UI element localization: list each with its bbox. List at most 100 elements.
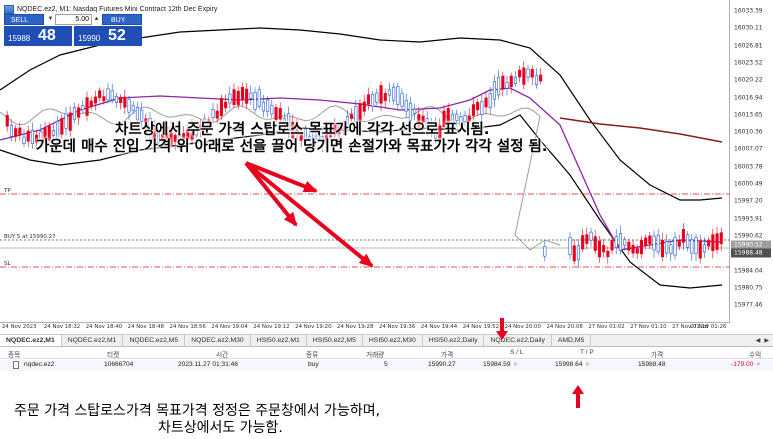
candle-body [434,123,438,139]
candle-body [161,133,165,144]
price-axis-label: 15990.62 [734,232,763,240]
candle-body [694,237,698,254]
col-header-ticket[interactable]: 티켓 [107,352,120,359]
time-axis[interactable]: 24 Nov 2023 24 Nov 18:32 24 Nov 18:40 24 No… [0,324,730,334]
candle-body [123,96,127,108]
col-header-time[interactable]: 시간 [216,352,229,359]
candle-body [329,129,333,138]
chart-tab[interactable]: NQDEC.ez2,Daily [484,335,552,346]
table-row[interactable] [0,360,773,371]
chart-tab[interactable]: HSI50.ez2,Daily [423,335,485,346]
chart-tab[interactable]: NQDEC.ez2,M1 [62,335,124,346]
price-axis-label: 16013.65 [734,111,763,119]
cell-tp[interactable]: 15998.64 × [555,361,589,368]
volume-decrease-icon[interactable]: ▼ [47,16,54,22]
candle-body [131,105,135,111]
take-profit-label: TP [3,188,11,194]
chart-plot-area[interactable]: TP BUY 5 at 15990.27 SL [0,0,730,323]
candle-body [85,97,89,116]
trend-line [559,117,723,143]
candle-body [375,92,379,103]
price-axis-label: 15993.91 [734,215,763,223]
candle-body [362,101,366,112]
stop-loss-label: SL [4,261,11,267]
time-axis-label: 24 Nov 18:56 [169,324,206,330]
candle-body [282,118,287,125]
candle-body [98,90,102,99]
candle-body [648,235,652,244]
price-axis-label: 16030.11 [734,24,763,32]
col-header-sl[interactable]: S / L [510,349,524,356]
candle-body [140,109,144,122]
chart-tab[interactable]: HSI50.ez2,M5 [307,335,363,346]
chart-tab[interactable]: HSI50.ez2,M1 [251,335,307,346]
candle-body [530,69,534,78]
candle-body [148,118,152,136]
candle-body [623,239,627,246]
sl-value: 15984.59 [483,361,511,368]
buy-button[interactable]: BUY [102,14,142,25]
scroll-right-icon[interactable]: ▶ [764,338,769,344]
col-header-symbol[interactable]: 종목 [8,352,21,359]
candle-body [602,245,606,253]
candle-body [711,234,715,252]
buy-price-prefix: 15990 [78,34,101,43]
chart-window[interactable]: TP BUY 5 at 15990.27 SL NQDEC.ez2, M1: Nas… [0,0,773,335]
candle-body [690,239,694,254]
volume-input[interactable] [55,14,92,25]
col-header-type[interactable]: 종류 [306,352,319,359]
candle-body [51,130,56,136]
chart-tab[interactable]: NQDEC.ez2,M1 [0,335,62,346]
remove-sl-icon[interactable]: × [513,361,518,368]
time-axis-label: 27 Nov 01:26 [690,324,727,330]
time-axis-label: 24 Nov 18:40 [85,324,123,330]
candle-body [35,134,39,143]
cell-volume: 5 [384,361,388,368]
candle-body [358,103,362,122]
sell-quote-button[interactable]: 15988 48 [4,26,72,46]
chart-tab[interactable]: AMD,M5 [552,335,592,346]
annotation-line-1: 차트상에서 주문 가격 스탑로스 목표가에 각각 선으로 표시됨. [115,122,490,138]
col-header-tp[interactable]: T / P [580,349,594,356]
candle-body [673,237,677,256]
chart-tab[interactable]: NQDEC.ez2,M5 [123,335,186,346]
profit-value: -179.00 [731,361,754,368]
arrow-to-sl [244,161,374,268]
candle-body [56,121,60,139]
scroll-left-icon[interactable]: ◀ [755,338,761,344]
candle-body [715,233,719,250]
cell-sl[interactable]: 15984.59 × [483,361,517,368]
candle-body [455,113,459,121]
buy-quote-button[interactable]: 15990 52 [74,26,142,46]
candle-body [278,108,282,120]
cell-price: 15990.27 [428,361,456,368]
col-header-price[interactable]: 가격 [441,352,454,359]
candle-body [224,101,228,109]
candle-body [639,239,644,255]
chart-title: NQDEC.ez2, M1: Nasdaq Futures Mini Contr… [17,5,218,13]
close-position-icon[interactable]: × [756,361,761,368]
sell-button[interactable]: SELL [4,14,44,25]
price-chart[interactable]: TP BUY 5 at 15990.27 SL [0,0,730,323]
candle-body [610,239,614,251]
col-header-current-price[interactable]: 가격 [651,352,664,359]
candle-body [81,105,85,110]
candle-body [366,94,371,105]
candle-body [652,235,656,251]
volume-increase-icon[interactable]: ▲ [93,16,100,22]
col-header-volume[interactable]: 거래량 [366,352,385,359]
candle-body [110,90,114,101]
candle-body [177,132,181,145]
col-header-profit[interactable]: 수익 [749,352,762,359]
candle-body [341,123,345,130]
price-axis-label: 16026.81 [734,42,763,50]
chart-tab[interactable]: HSI50.ez2,M30 [363,335,423,346]
candle-body [644,237,648,246]
candle-body [270,105,274,115]
remove-tp-icon[interactable]: × [585,361,590,368]
entry-price-label: BUY 5 at 15990.27 [4,234,56,240]
price-axis-label: 15997.20 [734,197,763,205]
candle-body [618,233,623,251]
candle-body [308,136,312,142]
chart-tab[interactable]: NQDEC.ez2,M30 [185,335,251,346]
